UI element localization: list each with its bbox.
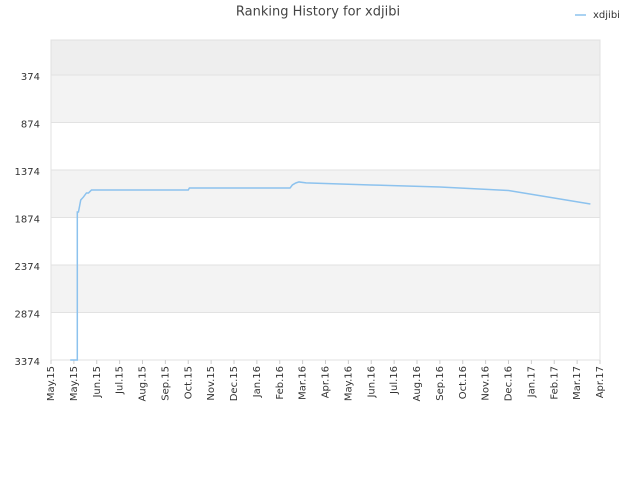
chart-title: Ranking History for xdjibi: [236, 5, 400, 20]
plot-band: [51, 312, 600, 360]
plot-background: [51, 40, 600, 75]
x-tick-label: Sep.15: [160, 366, 171, 401]
x-tick-label: Apr.17: [595, 366, 606, 398]
x-tick-label: Jul.15: [115, 366, 126, 395]
x-tick-label: Aug.15: [138, 366, 149, 401]
x-tick-label: Apr.16: [321, 366, 332, 398]
x-tick-label: Dec.15: [229, 366, 240, 401]
x-tick-label: Feb.16: [275, 366, 286, 400]
x-tick-label: May.15: [46, 366, 57, 401]
plot-band: [51, 74, 600, 123]
plot-band: [51, 217, 600, 265]
x-tick-label: Aug.16: [412, 366, 423, 401]
x-tick-label: Oct.16: [458, 366, 469, 399]
y-tick-label: 874: [21, 119, 40, 130]
plot-band: [51, 169, 600, 218]
x-tick-label: Sep.16: [435, 366, 446, 401]
x-tick-label: Nov.16: [481, 366, 492, 401]
legend-label: xdjibi: [593, 10, 620, 21]
x-tick-label: May.16: [343, 366, 354, 401]
plot-band: [51, 122, 600, 170]
y-tick-label: 1374: [15, 167, 40, 178]
x-tick-label: Oct.15: [183, 366, 194, 399]
x-tick-label: Jun.16: [366, 366, 377, 399]
y-tick-label: 2874: [15, 309, 40, 320]
x-tick-label: Mar.16: [298, 366, 309, 400]
x-tick-label: Mar.17: [572, 366, 583, 400]
y-tick-label: 3374: [15, 357, 40, 368]
series-line: [70, 181, 591, 361]
y-tick-label: 374: [21, 72, 40, 83]
x-tick-label: Jun.15: [92, 366, 103, 399]
plot-band: [51, 264, 600, 313]
x-tick-label: Jan.17: [526, 366, 537, 398]
x-tick-label: Jan.16: [252, 366, 263, 398]
x-tick-label: Jul.16: [389, 366, 400, 395]
y-tick-label: 1874: [15, 214, 40, 225]
x-tick-label: Feb.17: [549, 366, 560, 400]
x-tick-label: May.15: [69, 366, 80, 401]
x-tick-label: Dec.16: [504, 366, 515, 401]
x-tick-label: Nov.15: [206, 366, 217, 401]
y-tick-label: 2374: [15, 262, 40, 273]
